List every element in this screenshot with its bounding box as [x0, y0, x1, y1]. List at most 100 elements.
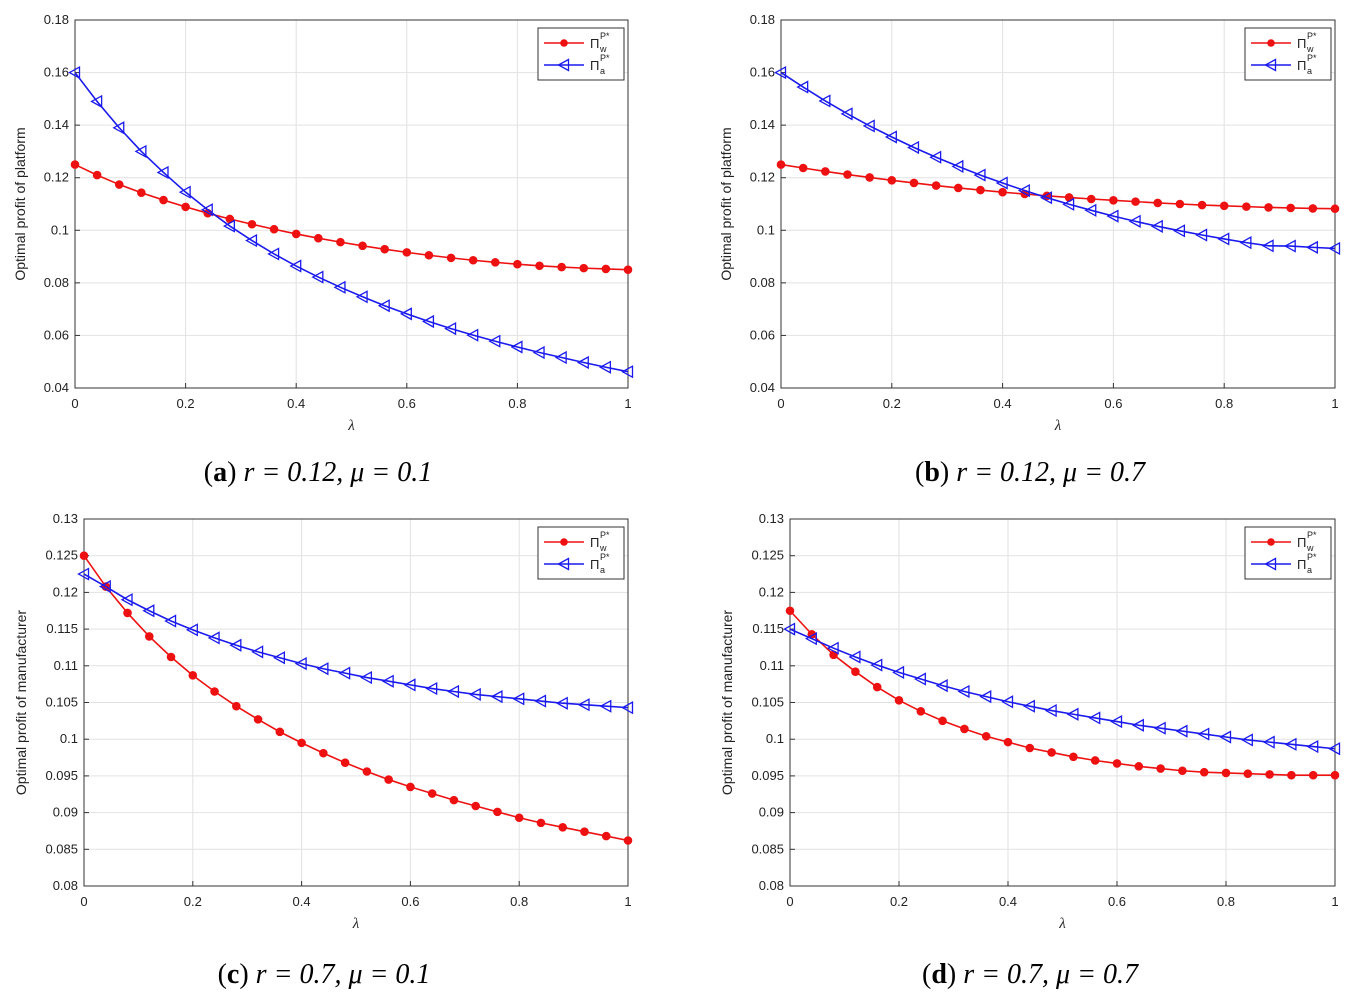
data-point-w: [402, 248, 412, 257]
legend-box: [1244, 27, 1332, 81]
data-point-w: [1243, 769, 1253, 778]
data-point-a: [892, 665, 905, 680]
data-point-a: [1173, 224, 1186, 238]
legend-box: [1244, 526, 1332, 580]
data-point-w: [181, 202, 190, 212]
data-point-w: [1199, 767, 1209, 777]
data-point-w: [976, 185, 985, 195]
y-axis-label: Optimal profit of platform: [718, 127, 734, 280]
x-tick-label: 0.6: [401, 894, 419, 909]
data-point-a: [1175, 724, 1188, 738]
data-point-w: [446, 253, 456, 263]
data-point-w: [981, 731, 991, 741]
panel-caption: (c) r = 0.7, μ = 0.1: [218, 959, 431, 990]
data-point-a: [178, 185, 191, 199]
legend-superscript: P*: [1307, 530, 1317, 540]
caption-label: c: [227, 959, 239, 990]
y-tick-label: 0.11: [760, 658, 784, 673]
x-tick-label: 0.8: [510, 894, 528, 909]
data-point-a: [1128, 214, 1141, 228]
data-point-a: [1283, 239, 1296, 253]
data-point-w: [123, 608, 132, 618]
legend-marker-a: [557, 58, 570, 72]
data-point-a: [381, 674, 394, 688]
data-point-a: [783, 622, 796, 636]
data-point-a: [77, 567, 90, 581]
caption-close-paren: ): [239, 959, 255, 990]
data-point-a: [774, 65, 787, 80]
x-tick-label: 0.6: [398, 396, 416, 411]
legend-superscript: P*: [1307, 31, 1317, 41]
data-point-a: [403, 678, 416, 692]
x-axis-label: λ: [352, 916, 360, 932]
data-point-w: [1086, 194, 1096, 204]
data-point-a: [1328, 241, 1341, 256]
y-tick-label: 0.12: [759, 584, 784, 599]
legend-symbol: Π: [590, 557, 599, 572]
data-point-w: [1286, 203, 1295, 213]
x-tick-label: 1: [1331, 396, 1338, 411]
data-point-w: [1047, 748, 1056, 757]
y-tick-label: 0.1: [766, 731, 784, 746]
data-point-w: [362, 767, 372, 776]
data-point-a: [534, 694, 547, 708]
data-point-w: [865, 173, 874, 182]
data-point-a: [818, 94, 831, 108]
data-point-a: [399, 307, 412, 321]
data-point-w: [114, 180, 124, 189]
data-point-a: [884, 130, 897, 144]
data-point-a: [1040, 191, 1053, 205]
y-tick-label: 0.085: [45, 841, 78, 856]
data-point-w: [188, 671, 198, 680]
data-point-w: [490, 258, 500, 267]
data-point-a: [294, 656, 307, 671]
data-point-a: [599, 699, 612, 713]
data-point-w: [1308, 204, 1318, 213]
legend-subscript: w: [1306, 44, 1314, 54]
legend-superscript: P*: [600, 552, 610, 562]
x-tick-label: 0.6: [1108, 894, 1126, 909]
legend-subscript: a: [600, 565, 605, 575]
data-point-a: [973, 168, 986, 182]
data-point-a: [1239, 236, 1252, 250]
y-axis-label: Optimal profit of manufacturer: [719, 610, 735, 796]
data-point-w: [601, 264, 611, 274]
caption-label: d: [931, 959, 947, 990]
data-point-a: [447, 684, 460, 699]
data-point-w: [938, 716, 947, 726]
data-point-a: [1066, 707, 1079, 721]
data-point-w: [623, 836, 633, 845]
data-point-a: [207, 631, 220, 645]
y-tick-label: 0.08: [53, 878, 78, 893]
caption-label: b: [924, 457, 940, 488]
data-point-a: [333, 280, 346, 294]
y-tick-label: 0.105: [751, 695, 784, 710]
plot-area: [781, 20, 1335, 388]
caption-label: a: [213, 457, 227, 488]
data-point-w: [821, 167, 830, 176]
legend-marker-w: [1267, 538, 1275, 546]
data-point-w: [1025, 743, 1035, 753]
data-point-a: [120, 593, 133, 607]
x-tick-label: 0.8: [1217, 894, 1235, 909]
x-axis-label: λ: [347, 418, 355, 434]
data-point-a: [577, 698, 590, 712]
data-point-a: [1150, 219, 1163, 233]
chart-panel-d: 0 0.2 0.4 0.6 0.8 1 0.08 0.085 0.09 0.095 0.1 0.105…: [719, 511, 1341, 990]
x-tick-label: 0: [80, 894, 87, 909]
data-point-a: [512, 692, 525, 706]
data-point-w: [137, 188, 146, 197]
legend-subscript: w: [599, 543, 607, 553]
y-tick-label: 0.06: [750, 327, 775, 342]
y-tick-label: 0.13: [759, 511, 784, 526]
legend-subscript: w: [599, 44, 607, 54]
panel-caption: (b) r = 0.12, μ = 0.7: [915, 457, 1146, 488]
data-point-w: [291, 229, 301, 239]
data-point-w: [70, 160, 80, 169]
data-point-a: [355, 290, 368, 304]
data-point-w: [493, 807, 502, 817]
caption-close-paren: ): [227, 457, 243, 488]
x-tick-label: 0.4: [994, 396, 1012, 411]
data-point-w: [535, 261, 544, 271]
